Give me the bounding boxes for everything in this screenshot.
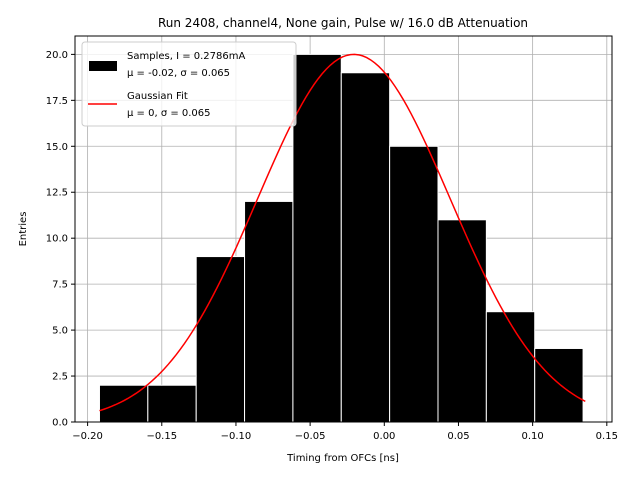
y-tick-label: 12.5 xyxy=(46,188,68,199)
x-tick-label: −0.15 xyxy=(146,431,177,442)
chart-title: Run 2408, channel4, None gain, Pulse w/ … xyxy=(158,16,528,30)
y-tick-label: 0.0 xyxy=(52,418,68,429)
histogram-bar xyxy=(485,311,536,423)
y-tick-label: 10.0 xyxy=(46,234,68,245)
x-tick-label: 0.10 xyxy=(522,431,544,442)
y-tick-label: 2.5 xyxy=(52,372,68,383)
legend-label-samples: Samples, I = 0.2786mA xyxy=(127,51,245,62)
histogram-bar xyxy=(244,200,294,423)
y-tick-label: 5.0 xyxy=(52,326,68,337)
legend-swatch-samples xyxy=(89,61,117,71)
legend-box xyxy=(81,41,297,127)
y-tick-label: 15.0 xyxy=(46,142,68,153)
plot-frame xyxy=(74,35,613,423)
legend-stats-fit: μ = 0, σ = 0.065 xyxy=(127,108,211,119)
histogram-bar xyxy=(147,384,197,423)
legend-stats-samples: μ = -0.02, σ = 0.065 xyxy=(127,68,230,79)
x-axis-label: Timing from OFCs [ns] xyxy=(286,453,399,464)
axes: −0.20 −0.15 −0.10 −0.05 0.00 0.05 0.10 0.15 0.0 2… xyxy=(46,35,618,442)
histogram-bar xyxy=(437,219,487,423)
x-tick-label: 0.05 xyxy=(447,431,469,442)
histogram-bar xyxy=(195,256,246,423)
y-tick-label: 20.0 xyxy=(46,50,68,61)
x-tick-label: 0.00 xyxy=(373,431,395,442)
fit-curve-layer xyxy=(99,53,586,412)
x-tick-label: −0.20 xyxy=(72,431,103,442)
y-tick-label: 7.5 xyxy=(52,280,68,291)
histogram-bar xyxy=(534,347,584,423)
x-tick-label: 0.15 xyxy=(596,431,618,442)
histogram-bar xyxy=(292,53,342,423)
gaussian-fit-line xyxy=(99,53,586,412)
histogram-bar xyxy=(389,145,439,423)
y-axis-label: Entries xyxy=(18,212,29,247)
x-tick-label: −0.05 xyxy=(295,431,326,442)
legend-label-fit: Gaussian Fit xyxy=(127,91,188,102)
x-tick-label: −0.10 xyxy=(221,431,252,442)
histogram-bar xyxy=(340,72,391,423)
y-tick-label: 17.5 xyxy=(46,96,68,107)
histogram-bars xyxy=(98,53,584,423)
legend: Samples, I = 0.2786mA μ = -0.02, σ = 0.0… xyxy=(81,41,297,127)
